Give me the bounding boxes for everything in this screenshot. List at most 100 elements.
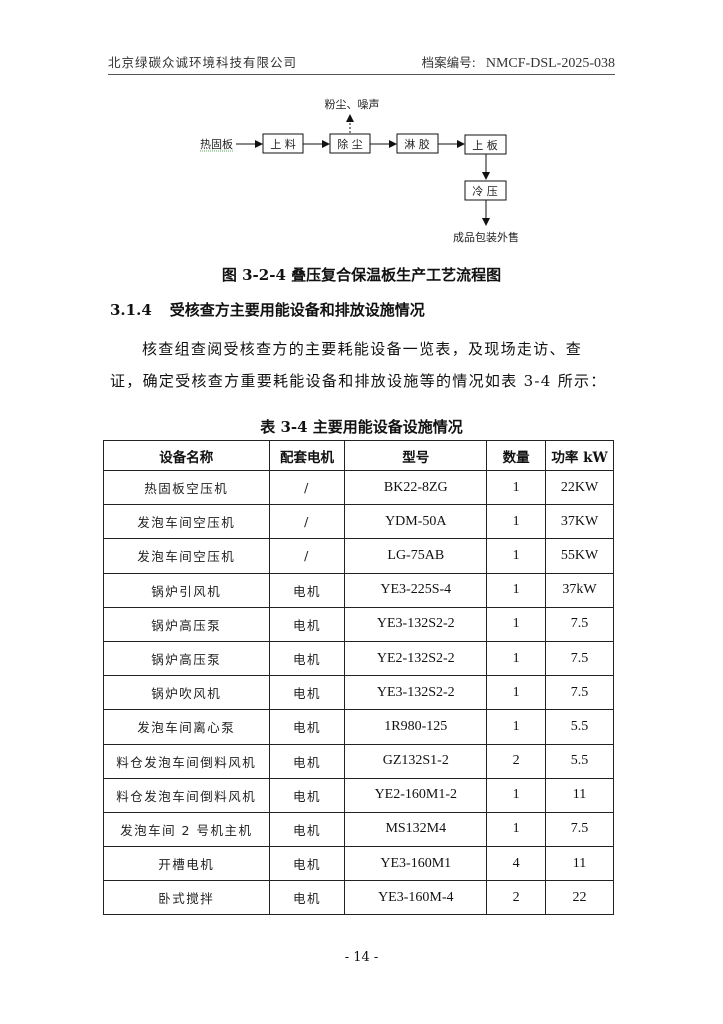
flow-step: 冷 压 bbox=[472, 185, 498, 198]
archive-value: NMCF-DSL-2025-038 bbox=[485, 56, 615, 71]
cell-power: 37KW bbox=[545, 504, 614, 540]
cell-model: YE3-225S-4 bbox=[344, 572, 488, 608]
cell-quantity: 1 bbox=[486, 538, 547, 574]
process-flow-diagram: 热固板 上 料 除 尘 粉尘、噪声 淋 胶 上 板 冷 压 成品包装外售 bbox=[200, 97, 519, 244]
cell-equipment-name: 锅炉高压泵 bbox=[103, 606, 270, 642]
table-row: 开槽电机 电机 YE3-160M1 4 11 bbox=[103, 846, 614, 882]
section-number: 3.1.4 bbox=[110, 301, 152, 319]
table-row: 发泡车间空压机 / LG-75AB 1 55KW bbox=[103, 538, 614, 574]
cell-motor: 电机 bbox=[268, 675, 346, 711]
table-caption: 表 3-4 主要用能设备设施情况 bbox=[260, 418, 463, 436]
cell-motor: 电机 bbox=[268, 709, 346, 745]
cell-model: YE3-132S2-2 bbox=[344, 675, 488, 711]
table-row: 卧式搅拌 电机 YE3-160M-4 2 22 bbox=[103, 880, 614, 916]
cell-power: 22KW bbox=[545, 469, 614, 506]
table-row: 料仓发泡车间倒料风机 电机 YE2-160M1-2 1 11 bbox=[103, 777, 614, 813]
cell-motor: 电机 bbox=[268, 777, 346, 813]
cell-quantity: 1 bbox=[486, 504, 547, 540]
cell-quantity: 1 bbox=[486, 675, 547, 711]
cell-model: MS132M4 bbox=[344, 811, 488, 848]
cell-equipment-name: 料仓发泡车间倒料风机 bbox=[103, 777, 270, 813]
flow-emission: 粉尘、噪声 bbox=[325, 97, 380, 111]
table-row: 热固板空压机 / BK22-8ZG 1 22KW bbox=[103, 469, 614, 506]
cell-power: 7.5 bbox=[545, 811, 614, 848]
flow-step: 上 料 bbox=[270, 137, 296, 151]
cell-quantity: 1 bbox=[486, 572, 547, 608]
column-header: 设备名称 bbox=[103, 440, 270, 471]
cell-quantity: 1 bbox=[486, 606, 547, 642]
flow-input: 热固板 bbox=[200, 137, 233, 151]
cell-power: 11 bbox=[545, 777, 614, 813]
cell-model: GZ132S1-2 bbox=[344, 743, 488, 779]
cell-quantity: 4 bbox=[486, 846, 547, 882]
table-row: 发泡车间空压机 / YDM-50A 1 37KW bbox=[103, 504, 614, 540]
cell-quantity: 2 bbox=[486, 880, 547, 916]
cell-quantity: 1 bbox=[486, 811, 547, 848]
cell-motor: 电机 bbox=[268, 743, 346, 779]
table-row: 锅炉吹风机 电机 YE3-132S2-2 1 7.5 bbox=[103, 675, 614, 711]
column-header: 型号 bbox=[344, 440, 488, 471]
flow-step: 上 板 bbox=[472, 138, 498, 152]
cell-motor: 电机 bbox=[268, 880, 346, 916]
cell-power: 7.5 bbox=[545, 675, 614, 711]
cell-motor: / bbox=[268, 469, 346, 506]
equipment-table: 设备名称 配套电机 型号 数量 功率 kW 热固板空压机 / BK22-8ZG 1 22… bbox=[103, 440, 614, 916]
cell-model: YE3-160M-4 bbox=[344, 880, 488, 916]
cell-motor: 电机 bbox=[268, 572, 346, 608]
table-row: 锅炉高压泵 电机 YE2-132S2-2 1 7.5 bbox=[103, 640, 614, 677]
cell-power: 5.5 bbox=[545, 709, 614, 745]
archive-label: 档案编号: bbox=[421, 55, 476, 70]
cell-equipment-name: 料仓发泡车间倒料风机 bbox=[103, 743, 270, 779]
table-header-row: 设备名称 配套电机 型号 数量 功率 kW bbox=[103, 440, 614, 471]
cell-equipment-name: 锅炉吹风机 bbox=[103, 675, 270, 711]
cell-motor: 电机 bbox=[268, 846, 346, 882]
table-row: 锅炉高压泵 电机 YE3-132S2-2 1 7.5 bbox=[103, 606, 614, 642]
column-header: 功率 kW bbox=[545, 440, 614, 471]
cell-motor: 电机 bbox=[268, 811, 346, 848]
cell-power: 7.5 bbox=[545, 640, 614, 677]
paragraph-line: 核查组查阅受核查方的主要耗能设备一览表，及现场走访、查 bbox=[142, 340, 583, 358]
archive-number: 档案编号: NMCF-DSL-2025-038 bbox=[422, 52, 615, 72]
cell-equipment-name: 发泡车间离心泵 bbox=[103, 709, 270, 745]
cell-equipment-name: 发泡车间空压机 bbox=[103, 504, 270, 540]
flow-step: 淋 胶 bbox=[404, 137, 430, 151]
cell-equipment-name: 锅炉高压泵 bbox=[103, 640, 270, 677]
cell-model: YE2-132S2-2 bbox=[344, 640, 488, 677]
cell-model: YE3-160M1 bbox=[344, 846, 488, 882]
cell-model: YE2-160M1-2 bbox=[344, 777, 488, 813]
cell-equipment-name: 开槽电机 bbox=[103, 846, 270, 882]
cell-power: 11 bbox=[545, 846, 614, 882]
cell-quantity: 1 bbox=[486, 709, 547, 745]
cell-motor: / bbox=[268, 538, 346, 574]
flow-step: 除 尘 bbox=[337, 137, 363, 151]
table-row: 发泡车间 2 号机主机 电机 MS132M4 1 7.5 bbox=[103, 811, 614, 848]
page-number: - 14 - bbox=[344, 950, 379, 965]
cell-quantity: 1 bbox=[486, 777, 547, 813]
section-heading: 3.1.4 受核查方主要用能设备和排放设施情况 bbox=[110, 299, 425, 320]
figure-caption: 图 3-2-4 叠压复合保温板生产工艺流程图 bbox=[221, 266, 502, 284]
cell-equipment-name: 发泡车间 2 号机主机 bbox=[103, 811, 270, 848]
cell-equipment-name: 锅炉引风机 bbox=[103, 572, 270, 608]
flow-output: 成品包装外售 bbox=[453, 230, 519, 244]
paragraph-line: 证，确定受核查方重要耗能设备和排放设施等的情况如表 3-4 所示： bbox=[110, 372, 607, 390]
company-name: 北京绿碳众诚环境科技有限公司 bbox=[108, 55, 298, 70]
section-title: 受核查方主要用能设备和排放设施情况 bbox=[169, 301, 425, 319]
cell-quantity: 1 bbox=[486, 469, 547, 506]
cell-model: 1R980-125 bbox=[344, 709, 488, 745]
cell-motor: 电机 bbox=[268, 606, 346, 642]
cell-motor: / bbox=[268, 504, 346, 540]
cell-quantity: 2 bbox=[486, 743, 547, 779]
cell-model: YDM-50A bbox=[344, 504, 488, 540]
cell-power: 22 bbox=[545, 880, 614, 916]
cell-model: LG-75AB bbox=[344, 538, 488, 574]
table-row: 锅炉引风机 电机 YE3-225S-4 1 37kW bbox=[103, 572, 614, 608]
cell-motor: 电机 bbox=[268, 640, 346, 677]
table-row: 料仓发泡车间倒料风机 电机 GZ132S1-2 2 5.5 bbox=[103, 743, 614, 779]
page-header: 北京绿碳众诚环境科技有限公司 档案编号: NMCF-DSL-2025-038 bbox=[108, 52, 615, 75]
cell-model: YE3-132S2-2 bbox=[344, 606, 488, 642]
cell-power: 37kW bbox=[545, 572, 614, 608]
column-header: 数量 bbox=[486, 440, 547, 471]
table-row: 发泡车间离心泵 电机 1R980-125 1 5.5 bbox=[103, 709, 614, 745]
cell-quantity: 1 bbox=[486, 640, 547, 677]
column-header: 配套电机 bbox=[268, 440, 346, 471]
